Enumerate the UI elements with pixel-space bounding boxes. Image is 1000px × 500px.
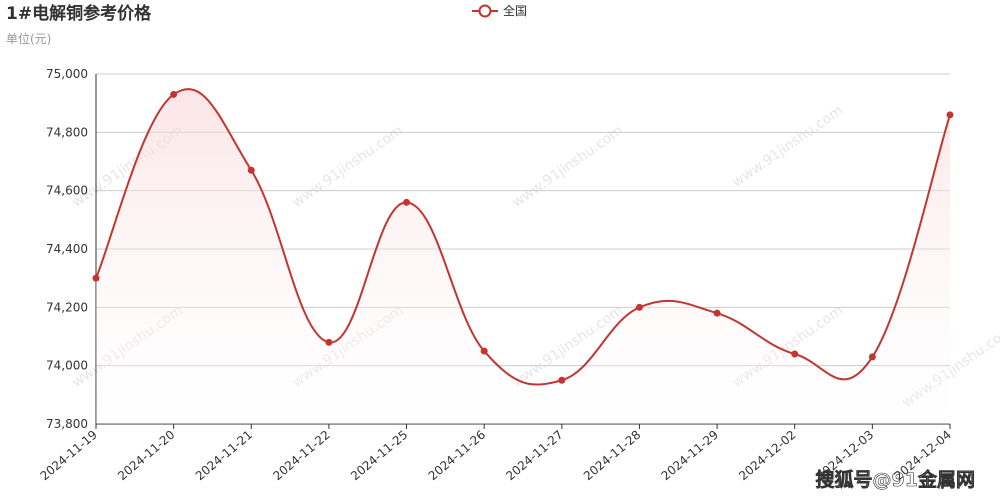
x-tick-label: 2024-11-21	[193, 428, 255, 484]
x-tick-label: 2024-12-02	[736, 428, 798, 484]
x-tick-label: 2024-11-28	[581, 428, 643, 484]
legend-label: 全国	[503, 3, 527, 18]
area	[96, 89, 950, 424]
watermark: www.91jinshu.com	[509, 122, 626, 210]
x-tick-label: 2024-11-29	[659, 428, 721, 484]
point	[325, 338, 333, 346]
watermark: www.91jinshu.com	[729, 102, 846, 190]
y-tick-label: 74,400	[46, 242, 88, 256]
point	[558, 376, 566, 384]
point	[868, 353, 876, 361]
x-tick-label: 2024-11-22	[270, 428, 332, 484]
x-tick-label: 2024-11-19	[37, 428, 99, 484]
chart-title: 1#电解铜参考价格	[6, 3, 152, 24]
point	[635, 303, 643, 311]
x-tick-label: 2024-11-25	[348, 428, 410, 484]
y-tick-label: 74,000	[46, 359, 88, 373]
credit: 搜狐号@91金属网	[816, 468, 975, 491]
y-tick-label: 73,800	[46, 417, 88, 431]
point	[791, 350, 799, 358]
point	[92, 274, 100, 282]
y-tick-label: 74,800	[46, 125, 88, 139]
chart-subtitle: 单位(元)	[6, 31, 51, 46]
point	[247, 166, 255, 174]
y-tick-label: 75,000	[46, 67, 88, 81]
point	[713, 309, 721, 317]
x-tick-label: 2024-11-27	[503, 428, 565, 484]
y-tick-label: 74,600	[46, 184, 88, 198]
point	[403, 198, 411, 206]
point	[170, 90, 178, 98]
watermark: www.91jinshu.com	[289, 122, 406, 210]
point	[946, 111, 954, 119]
x-tick-label: 2024-11-20	[115, 428, 177, 484]
point	[480, 347, 488, 355]
y-tick-label: 74,200	[46, 300, 88, 314]
legend-marker	[478, 4, 492, 18]
x-tick-label: 2024-11-26	[426, 428, 488, 484]
